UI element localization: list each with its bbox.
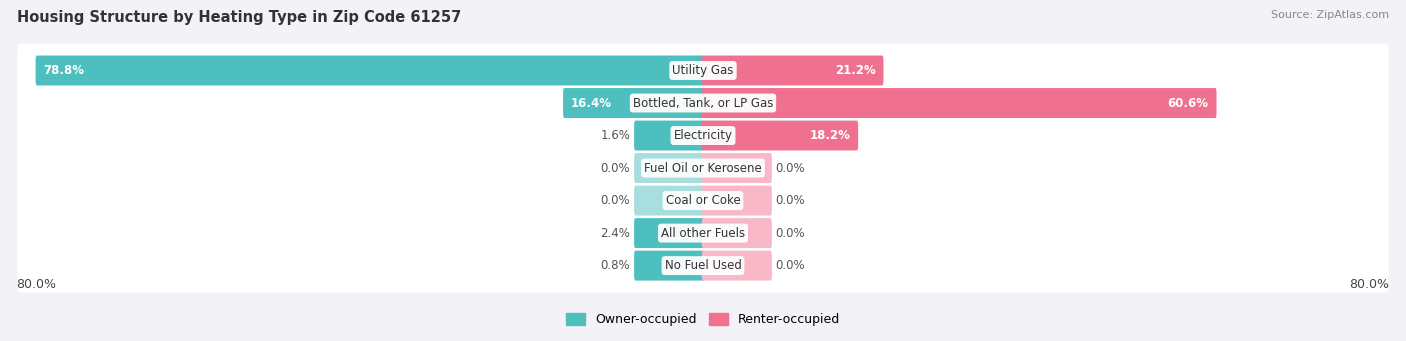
FancyBboxPatch shape [17,76,1389,130]
Text: 16.4%: 16.4% [571,97,612,109]
FancyBboxPatch shape [17,141,1389,195]
Text: 0.0%: 0.0% [776,162,806,175]
Text: Electricity: Electricity [673,129,733,142]
FancyBboxPatch shape [634,186,704,216]
FancyBboxPatch shape [35,56,704,86]
FancyBboxPatch shape [634,251,704,281]
Text: 0.8%: 0.8% [600,259,630,272]
Text: 0.0%: 0.0% [776,194,806,207]
Text: 78.8%: 78.8% [44,64,84,77]
FancyBboxPatch shape [702,88,1216,118]
FancyBboxPatch shape [634,153,704,183]
Text: All other Fuels: All other Fuels [661,227,745,240]
FancyBboxPatch shape [634,218,704,248]
Legend: Owner-occupied, Renter-occupied: Owner-occupied, Renter-occupied [561,308,845,331]
Text: 2.4%: 2.4% [600,227,630,240]
Text: Fuel Oil or Kerosene: Fuel Oil or Kerosene [644,162,762,175]
Text: 80.0%: 80.0% [1350,278,1389,291]
Text: 1.6%: 1.6% [600,129,630,142]
Text: Bottled, Tank, or LP Gas: Bottled, Tank, or LP Gas [633,97,773,109]
FancyBboxPatch shape [17,44,1389,98]
FancyBboxPatch shape [702,153,772,183]
FancyBboxPatch shape [562,88,704,118]
Text: 0.0%: 0.0% [600,162,630,175]
Text: Utility Gas: Utility Gas [672,64,734,77]
FancyBboxPatch shape [702,121,858,150]
FancyBboxPatch shape [702,251,772,281]
Text: 60.6%: 60.6% [1167,97,1209,109]
Text: Source: ZipAtlas.com: Source: ZipAtlas.com [1271,10,1389,20]
Text: 80.0%: 80.0% [17,278,56,291]
Text: 21.2%: 21.2% [835,64,876,77]
FancyBboxPatch shape [634,121,704,150]
FancyBboxPatch shape [17,206,1389,260]
FancyBboxPatch shape [17,109,1389,162]
Text: 18.2%: 18.2% [810,129,851,142]
Text: 0.0%: 0.0% [776,259,806,272]
FancyBboxPatch shape [702,56,883,86]
FancyBboxPatch shape [17,174,1389,227]
Text: No Fuel Used: No Fuel Used [665,259,741,272]
Text: Housing Structure by Heating Type in Zip Code 61257: Housing Structure by Heating Type in Zip… [17,10,461,25]
Text: 0.0%: 0.0% [600,194,630,207]
FancyBboxPatch shape [702,186,772,216]
Text: Coal or Coke: Coal or Coke [665,194,741,207]
Text: 0.0%: 0.0% [776,227,806,240]
FancyBboxPatch shape [17,239,1389,293]
FancyBboxPatch shape [702,218,772,248]
